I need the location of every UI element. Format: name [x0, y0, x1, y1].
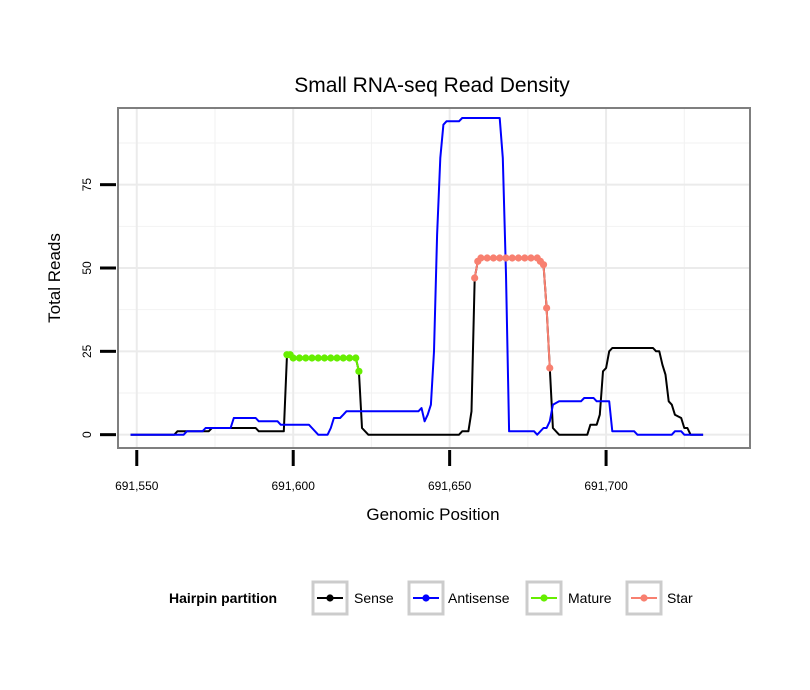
series-point-star: [527, 254, 535, 262]
y-tick-label: 25: [80, 344, 94, 358]
legend-label-sense: Sense: [354, 590, 394, 606]
series-point-star: [508, 254, 516, 262]
x-tick-label: 691,600: [272, 479, 316, 493]
series-point-star: [546, 364, 554, 372]
series-point-mature: [339, 354, 347, 362]
series-point-star: [543, 304, 551, 312]
plot-panel: [117, 107, 751, 449]
series-point-mature: [289, 354, 297, 362]
chart-title: Small RNA-seq Read Density: [294, 74, 570, 97]
y-axis-title: Total Reads: [45, 233, 64, 323]
series-point-star: [477, 254, 485, 262]
x-axis-title: Genomic Position: [366, 505, 499, 524]
series-point-mature: [327, 354, 335, 362]
legend-key-point-antisense: [422, 594, 430, 602]
series-layer: [130, 117, 704, 436]
series-point-star: [471, 274, 479, 282]
series-point-star: [521, 254, 529, 262]
legend-label-star: Star: [667, 590, 693, 606]
y-tick-label: 0: [80, 431, 94, 438]
series-point-mature: [333, 354, 341, 362]
series-point-mature: [308, 354, 316, 362]
panel-border: [117, 107, 751, 449]
legend-label-mature: Mature: [568, 590, 612, 606]
series-point-star: [514, 254, 523, 262]
x-tick-label: 691,650: [428, 479, 472, 493]
x-axis: 691,550 691,600 691,650 691,700: [115, 450, 628, 493]
legend-key-point-mature: [540, 594, 548, 602]
legend-key-point-star: [640, 594, 648, 602]
grid-minor: [118, 108, 750, 448]
legend-label-antisense: Antisense: [448, 590, 510, 606]
series-point-star: [489, 254, 498, 262]
series-point-star: [496, 254, 504, 262]
series-point-mature: [320, 354, 329, 362]
series-point-mature: [345, 354, 354, 362]
legend-items: Sense Antisense Mature Star: [311, 580, 693, 616]
y-tick-label: 50: [80, 261, 94, 275]
series-point-star: [502, 254, 510, 262]
series-point-mature: [302, 354, 310, 362]
series-point-mature: [314, 354, 322, 362]
series-point-star: [539, 261, 548, 269]
legend: Hairpin partition Sense Antisense Mature St…: [169, 580, 693, 616]
legend-key-point-sense: [326, 594, 334, 602]
series-point-mature: [355, 367, 363, 375]
series-point-star: [483, 254, 491, 262]
series-point-mature: [295, 354, 304, 362]
x-tick-label: 691,550: [115, 479, 159, 493]
legend-title: Hairpin partition: [169, 590, 277, 606]
series-point-mature: [352, 354, 360, 362]
x-tick-label: 691,700: [584, 479, 628, 493]
series-line-antisense: [130, 117, 704, 436]
y-tick-label: 75: [80, 178, 94, 192]
panel-background: [118, 108, 750, 448]
y-axis: 0 25 50 75: [80, 178, 116, 438]
